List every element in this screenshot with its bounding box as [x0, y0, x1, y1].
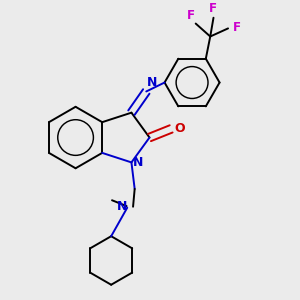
Text: N: N: [132, 156, 143, 169]
Text: F: F: [209, 2, 217, 15]
Text: N: N: [117, 200, 127, 213]
Text: F: F: [232, 21, 241, 34]
Text: O: O: [174, 122, 185, 135]
Text: N: N: [147, 76, 158, 89]
Text: F: F: [187, 9, 195, 22]
